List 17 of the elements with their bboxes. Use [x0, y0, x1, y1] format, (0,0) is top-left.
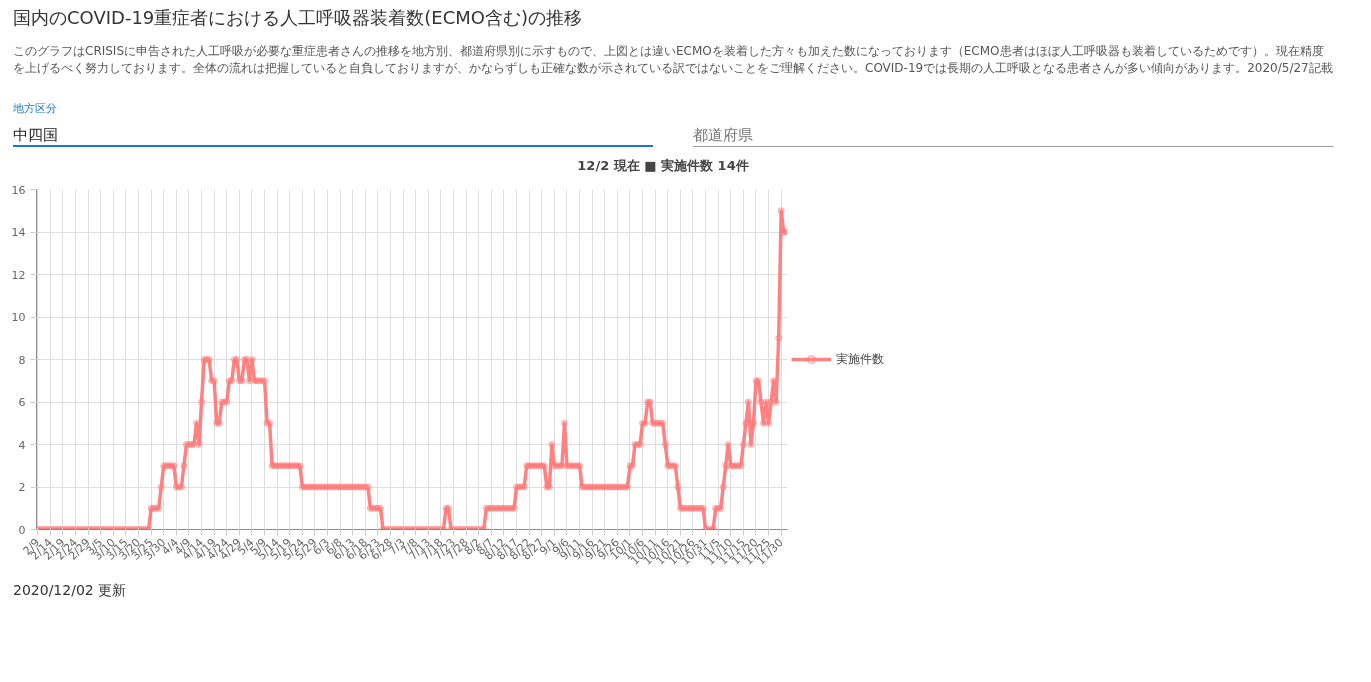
y-tick-label: 8: [18, 353, 26, 367]
text: 2020/12/02 更新: [13, 581, 127, 600]
y-tick-label: 14: [11, 226, 26, 239]
y-tick-label: 16: [11, 183, 26, 197]
text: 都道府県: [693, 125, 753, 146]
y-tick-label: 0: [18, 523, 26, 537]
text: 地方区分: [13, 101, 57, 117]
chart-subtitle: このグラフはCRISISに申告された人工呼吸が必要な重症患者さんの推移を地方別、都道府県別に示すもので、上図とは違いECMOを装着した方々も加えた数になっております（ECMO患者はほぼ人工呼吸器も装着しているためです）。現在精度を上げるべく努力しております。全体の流れは把握していると自負しておりますが、かならずしも正確な数が示されている訳ではないことをご理解ください。COVID-19では長期の人工呼吸となる患者さんが多い傾向があります。2020/5/27記載: [13, 43, 1333, 77]
legend-label: 実施件数: [836, 350, 884, 368]
text: 12/2 現在 ■ 実施件数 14件: [577, 157, 749, 175]
y-tick-label: 2: [18, 481, 26, 494]
y-tick-label: 6: [18, 396, 26, 409]
text: 中四国: [13, 125, 58, 146]
y-tick-label: 12: [11, 268, 26, 282]
y-tick-label: 4: [18, 438, 26, 452]
y-tick-label: 10: [11, 311, 26, 324]
chart-title: 国内のCOVID-19重症者における人工呼吸器装着数(ECMO含む)の推移: [13, 6, 582, 30]
